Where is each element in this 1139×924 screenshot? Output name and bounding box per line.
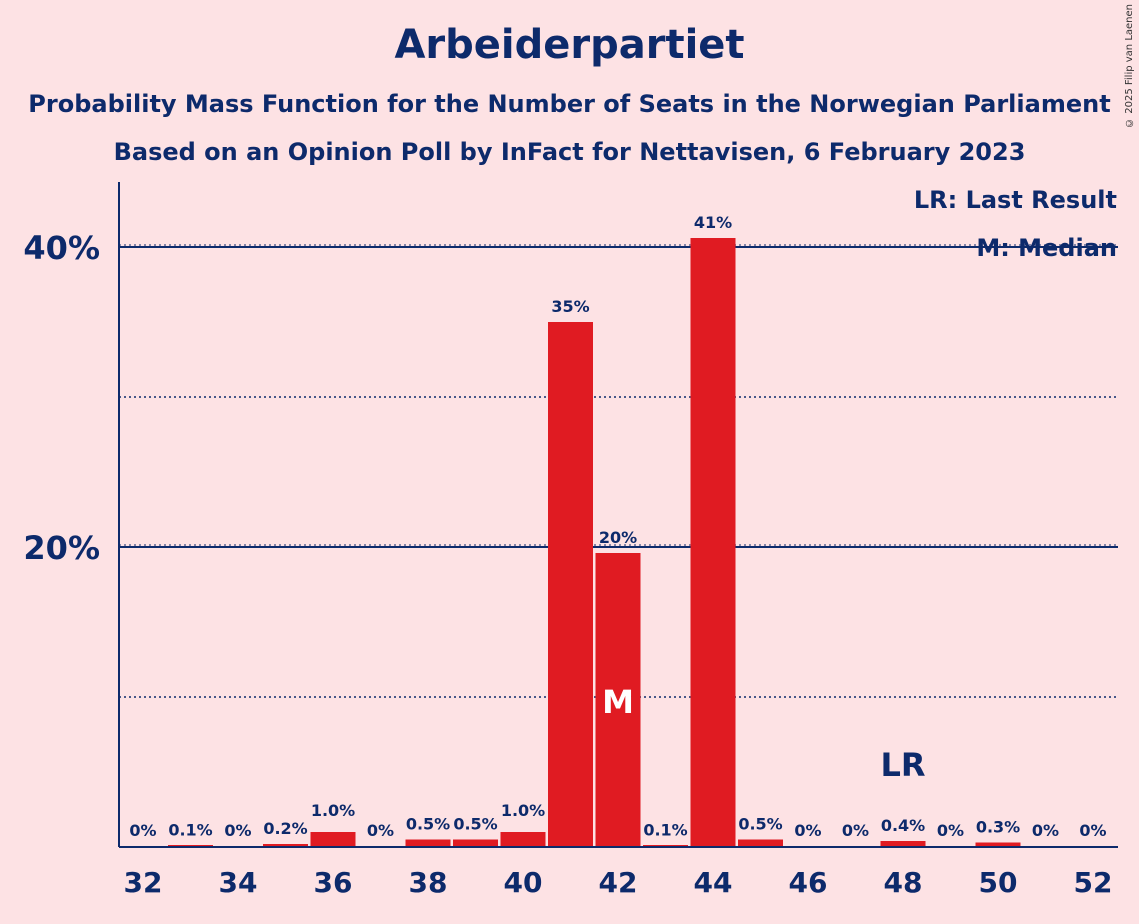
chart-title: Arbeiderpartiet [394, 22, 745, 68]
data-label-seat-48: 0.4% [881, 816, 925, 835]
data-label-seat-40: 1.0% [501, 801, 545, 820]
data-label-seat-47: 0% [842, 821, 869, 840]
bar-seat-45 [738, 839, 783, 847]
legend: LR: Last Result M: Median [914, 186, 1117, 262]
bar-seat-38 [405, 839, 451, 847]
y-tick-label: 40% [23, 229, 100, 267]
y-tick-label: 20% [23, 529, 100, 567]
x-tick-label: 52 [1074, 866, 1113, 899]
x-tick-label: 40 [504, 866, 543, 899]
data-labels: 0% 0.1% 0% 0.2%1.0%0% 0.5% 0.5%1.0%35%20%0.1%… [129, 213, 1106, 840]
data-label-seat-39: 0.5% [453, 815, 497, 834]
data-label-seat-43: 0.1% [643, 821, 687, 840]
data-label-seat-32: 0% [129, 821, 156, 840]
data-label-seat-45: 0.5% [738, 815, 782, 834]
legend-entry: M: Median [976, 234, 1117, 262]
x-tick-label: 48 [884, 866, 923, 899]
grid-lines [119, 244, 1118, 698]
data-label-seat-42: 20% [599, 528, 637, 547]
x-tick-label: 38 [409, 866, 448, 899]
data-label-seat-44: 41% [694, 213, 732, 232]
data-label-seat-41: 35% [551, 297, 589, 316]
x-tick-label: 46 [789, 866, 828, 899]
median-marker: M [602, 683, 634, 721]
bar-seat-42 [595, 553, 641, 847]
data-label-seat-51: 0% [1032, 821, 1059, 840]
x-tick-label: 50 [979, 866, 1018, 899]
x-tick-label: 32 [124, 866, 163, 899]
data-label-seat-52: 0% [1079, 821, 1106, 840]
data-label-seat-33: 0.1% [168, 821, 212, 840]
bar-seat-35 [263, 844, 308, 847]
bar-seat-36 [310, 832, 356, 847]
bar-seat-40 [500, 832, 546, 847]
x-tick-label: 44 [694, 866, 733, 899]
bar-seat-50 [975, 842, 1021, 847]
x-tick-label: 42 [599, 866, 638, 899]
data-label-seat-35: 0.2% [263, 819, 307, 838]
data-label-seat-34: 0% [224, 821, 251, 840]
data-label-seat-46: 0% [794, 821, 821, 840]
data-label-seat-38: 0.5% [406, 815, 450, 834]
x-tick-label: 34 [219, 866, 258, 899]
data-label-seat-36: 1.0% [311, 801, 355, 820]
bar-seat-48 [880, 841, 926, 847]
bar-seat-41 [548, 322, 593, 847]
data-label-seat-37: 0% [367, 821, 394, 840]
data-label-seat-49: 0% [937, 821, 964, 840]
chart-subtitle: Probability Mass Function for the Number… [28, 90, 1111, 118]
last-result-marker: LR [880, 746, 925, 784]
chart-subtitle-2: Based on an Opinion Poll by InFact for N… [113, 138, 1026, 166]
bar-seat-44 [690, 238, 736, 847]
bar-seat-39 [453, 839, 498, 847]
data-label-seat-50: 0.3% [976, 818, 1020, 837]
axes: 32 34 36 38 40 42 44 46 48 50 52 20% 40% [23, 182, 1118, 899]
x-tick-label: 36 [314, 866, 353, 899]
legend-entry: LR: Last Result [914, 186, 1117, 214]
